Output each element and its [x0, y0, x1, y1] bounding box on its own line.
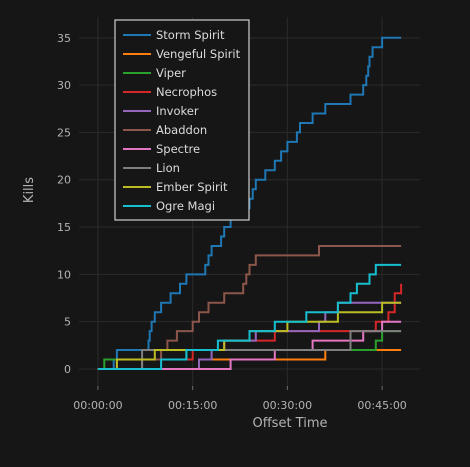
- y-tick-label: 30: [57, 79, 71, 92]
- legend-entry-label: Ogre Magi: [156, 199, 215, 213]
- y-tick-label: 35: [57, 32, 71, 45]
- y-tick-label: 20: [57, 174, 71, 187]
- y-tick-label: 0: [64, 363, 71, 376]
- legend-entry-label: Vengeful Spirit: [156, 47, 241, 61]
- axes: 00:00:00 00:15:00 00:30:00 00:45:00 0 5 10 15 20…: [57, 32, 407, 412]
- y-tick-label: 5: [64, 316, 71, 329]
- y-tick-label: 15: [57, 221, 71, 234]
- legend-entry-label: Spectre: [156, 142, 200, 156]
- legend-entry-label: Storm Spirit: [156, 28, 225, 42]
- series-line-ogre-magi: [97, 263, 402, 370]
- x-tick-label: 00:30:00: [263, 399, 312, 412]
- series-lines: [97, 36, 403, 370]
- y-axis-label: Kills: [22, 177, 37, 203]
- x-tick-label: 00:00:00: [73, 399, 122, 412]
- legend-entry-label: Necrophos: [156, 85, 217, 99]
- y-tick-label: 10: [57, 268, 71, 281]
- series-line-lion: [97, 330, 402, 370]
- legend: Storm Spirit Vengeful Spirit Viper Necropho…: [114, 19, 250, 221]
- y-tick-label: 25: [57, 126, 71, 139]
- legend-entry-label: Abaddon: [156, 123, 207, 137]
- legend-entry-label: Lion: [156, 161, 180, 175]
- series-line-storm-spirit: [97, 36, 402, 370]
- legend-entry-label: Invoker: [156, 104, 199, 118]
- x-axis-label: Offset Time: [252, 416, 327, 431]
- legend-entry-label: Ember Spirit: [156, 180, 228, 194]
- legend-entry-label: Viper: [156, 66, 186, 80]
- x-tick-label: 00:15:00: [168, 399, 217, 412]
- series-line-ember-spirit: [97, 301, 402, 370]
- x-tick-label: 00:45:00: [357, 399, 406, 412]
